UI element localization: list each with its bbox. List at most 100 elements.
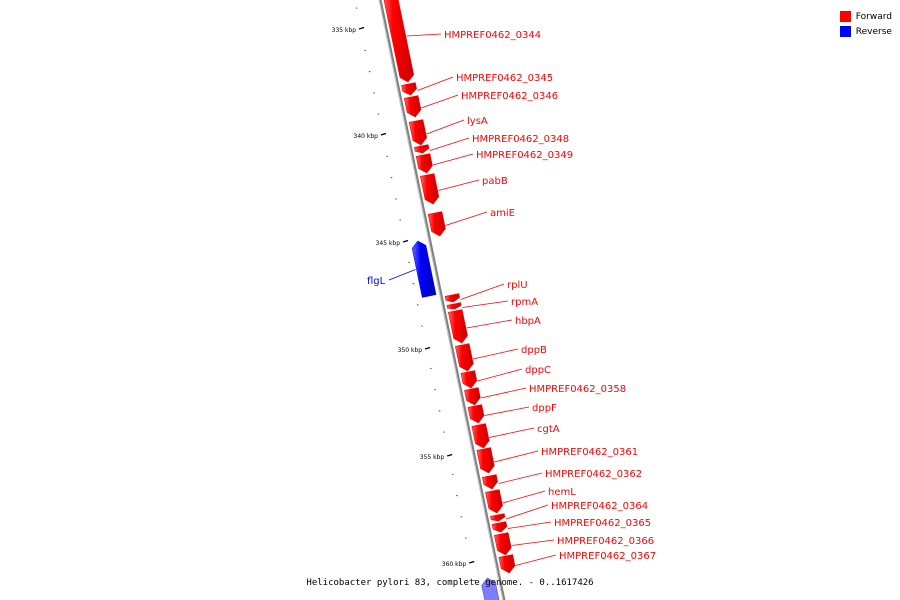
- gene-hmpref0462-0358[interactable]: [464, 387, 481, 406]
- gene-label-hmpref0462-0344[interactable]: HMPREF0462_0344: [444, 30, 541, 41]
- gene-label-dppc[interactable]: dppC: [525, 365, 551, 376]
- gene-label-hmpref0462-0346[interactable]: HMPREF0462_0346: [461, 91, 558, 102]
- gene-hmpref0462-0365[interactable]: [491, 521, 508, 533]
- legend-reverse: Reverse: [839, 24, 892, 39]
- gene-label-leader: [515, 554, 557, 566]
- scale-major-tick: [402, 239, 409, 243]
- gene-label-leader: [505, 504, 549, 520]
- scale-label: 355 kbp: [420, 454, 445, 461]
- gene-label-leader: [498, 472, 543, 484]
- gene-label-dppb[interactable]: dppB: [521, 345, 547, 356]
- gene-label-leader: [438, 179, 480, 191]
- scale-label: 345 kbp: [376, 240, 401, 247]
- genome-title: Helicobacter pylori 83, complete genome.…: [306, 578, 594, 588]
- gene-partial-reverse[interactable]: [481, 577, 500, 600]
- gene-label-leader: [388, 269, 416, 281]
- scale-major-tick: [358, 26, 365, 30]
- gene-label-leader: [406, 33, 442, 37]
- gene-label-leader: [460, 283, 505, 300]
- gene-label-hmpref0462-0362[interactable]: HMPREF0462_0362: [545, 469, 642, 480]
- gene-amie[interactable]: [427, 211, 446, 237]
- reverse-swatch: [839, 26, 851, 37]
- gene-pabb[interactable]: [420, 173, 440, 205]
- gene-label-rpma[interactable]: rpmA: [511, 297, 538, 308]
- scale-minor-tick: [408, 261, 410, 264]
- gene-cgta[interactable]: [471, 423, 490, 449]
- gene-hmpref0462-0349[interactable]: [415, 153, 433, 174]
- gene-hmpref0462-0348[interactable]: [414, 144, 430, 154]
- gene-label-hmpref0462-0361[interactable]: HMPREF0462_0361: [541, 447, 638, 458]
- gene-dppc[interactable]: [460, 370, 478, 389]
- gene-label-leader: [477, 368, 523, 382]
- gene-label-leader: [511, 539, 555, 546]
- gene-label-leader: [421, 94, 459, 109]
- scale-minor-tick: [355, 7, 358, 9]
- gene-label-heml[interactable]: hemL: [548, 487, 576, 498]
- scale-minor-tick: [473, 579, 476, 582]
- legend-forward-label: Forward: [855, 11, 892, 22]
- gene-label-lysa[interactable]: lysA: [467, 116, 488, 127]
- scale-major-tick: [380, 132, 387, 136]
- gene-rplu[interactable]: [444, 293, 460, 303]
- gene-hmpref0462-0366[interactable]: [494, 532, 512, 556]
- scale-minor-tick: [412, 282, 415, 285]
- scale-major-tick: [446, 453, 453, 457]
- gene-hmpref0462-0362[interactable]: [482, 474, 498, 490]
- scale-minor-tick: [464, 537, 467, 539]
- gene-label-hmpref0462-0348[interactable]: HMPREF0462_0348: [472, 134, 569, 145]
- gene-label-hbpa[interactable]: hbpA: [515, 316, 541, 327]
- gene-lysa[interactable]: [408, 119, 428, 146]
- scale-label: 335 kbp: [332, 27, 357, 34]
- gene-label-hmpref0462-0358[interactable]: HMPREF0462_0358: [529, 384, 626, 395]
- gene-label-leader: [426, 119, 465, 135]
- gene-hmpref0462-0345[interactable]: [401, 82, 417, 96]
- gene-hmpref0462-0364[interactable]: [490, 513, 506, 522]
- gene-hbpa[interactable]: [448, 309, 468, 344]
- scale-minor-tick: [399, 219, 402, 221]
- gene-label-leader: [502, 490, 546, 504]
- gene-label-rplu[interactable]: rplU: [507, 280, 528, 291]
- gene-hmpref0462-0344[interactable]: [382, 0, 415, 83]
- gene-label-pabb[interactable]: pabB: [482, 176, 508, 187]
- forward-swatch: [839, 11, 851, 22]
- gene-label-flgl[interactable]: flgL: [367, 276, 386, 287]
- scale-label: 350 kbp: [398, 347, 423, 354]
- gene-label-leader: [494, 450, 539, 463]
- legend-forward: Forward: [839, 9, 892, 24]
- gene-label-hmpref0462-0366[interactable]: HMPREF0462_0366: [557, 536, 654, 547]
- scale-minor-tick: [460, 516, 463, 518]
- scale-minor-tick: [443, 431, 445, 433]
- gene-label-dppf[interactable]: dppF: [532, 403, 557, 414]
- gene-flgl[interactable]: [411, 240, 437, 298]
- gene-label-cgta[interactable]: cgtA: [537, 424, 560, 435]
- scale-minor-tick: [416, 304, 419, 306]
- gene-label-leader: [432, 153, 474, 166]
- scale-major-tick: [469, 560, 475, 564]
- gene-label-hmpref0462-0364[interactable]: HMPREF0462_0364: [551, 501, 648, 512]
- gene-hmpref0462-0367[interactable]: [498, 554, 516, 574]
- gene-rpma[interactable]: [446, 302, 462, 310]
- scale-minor-tick: [438, 410, 441, 412]
- scale-minor-tick: [368, 70, 371, 73]
- gene-label-hmpref0462-0349[interactable]: HMPREF0462_0349: [476, 150, 573, 161]
- gene-label-hmpref0462-0365[interactable]: HMPREF0462_0365: [554, 518, 651, 529]
- gene-label-hmpref0462-0367[interactable]: HMPREF0462_0367: [559, 551, 656, 562]
- gene-hmpref0462-0361[interactable]: [476, 447, 495, 474]
- gene-label-hmpref0462-0345[interactable]: HMPREF0462_0345: [456, 73, 553, 84]
- gene-label-leader: [462, 300, 509, 308]
- gene-hmpref0462-0346[interactable]: [403, 95, 422, 118]
- gene-label-leader: [472, 348, 519, 360]
- scale-minor-tick: [421, 325, 423, 327]
- gene-heml[interactable]: [485, 489, 503, 514]
- scale-minor-tick: [390, 176, 393, 179]
- gene-label-leader: [484, 406, 530, 416]
- gene-label-leader: [489, 427, 535, 438]
- gene-dppb[interactable]: [455, 343, 474, 372]
- gene-label-leader: [480, 387, 527, 399]
- gene-label-amie[interactable]: amiE: [490, 208, 515, 219]
- scale-major-tick: [424, 346, 431, 350]
- genome-backbone: [378, 0, 506, 600]
- gene-dppf[interactable]: [467, 404, 485, 424]
- scale-minor-tick: [451, 473, 454, 476]
- scale-minor-tick: [386, 155, 388, 158]
